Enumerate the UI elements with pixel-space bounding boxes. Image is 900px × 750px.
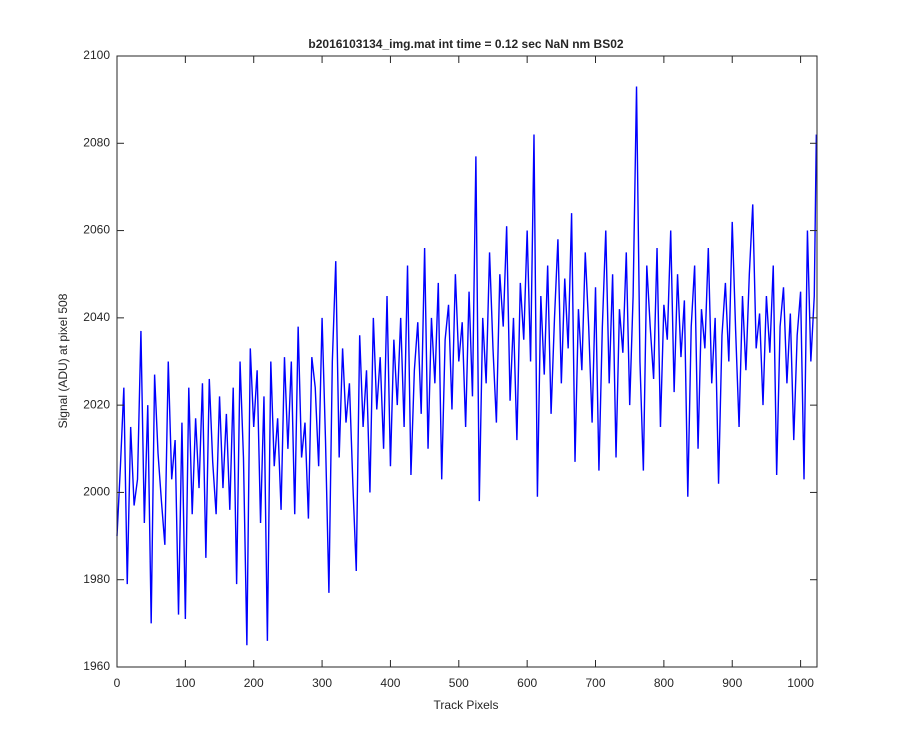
x-tick-label: 800 (654, 676, 674, 690)
y-axis-label: Signal (ADU) at pixel 508 (56, 293, 70, 428)
y-tick-label: 2000 (83, 485, 110, 499)
y-tick-label: 2060 (83, 223, 110, 237)
x-tick-label: 500 (449, 676, 469, 690)
chart-title: b2016103134_img.mat int time = 0.12 sec … (308, 37, 623, 51)
y-tick-label: 2080 (83, 135, 110, 149)
x-tick-label: 900 (722, 676, 742, 690)
x-tick-label: 700 (586, 676, 606, 690)
x-tick-label: 400 (380, 676, 400, 690)
y-tick-label: 2040 (83, 310, 110, 324)
x-tick-label: 100 (175, 676, 195, 690)
plot-frame (116, 55, 818, 668)
x-tick-label: 300 (312, 676, 332, 690)
y-tick-label: 2020 (83, 397, 110, 411)
x-tick-label: 1000 (787, 676, 814, 690)
x-axis-label: Track Pixels (434, 698, 499, 712)
x-tick-label: 200 (244, 676, 264, 690)
y-tick-label: 1960 (83, 659, 110, 673)
y-tick-label: 1980 (83, 572, 110, 586)
data-line (116, 86, 818, 646)
x-tick-label: 600 (517, 676, 537, 690)
x-tick-label: 0 (114, 676, 121, 690)
y-tick-label: 2100 (83, 48, 110, 62)
